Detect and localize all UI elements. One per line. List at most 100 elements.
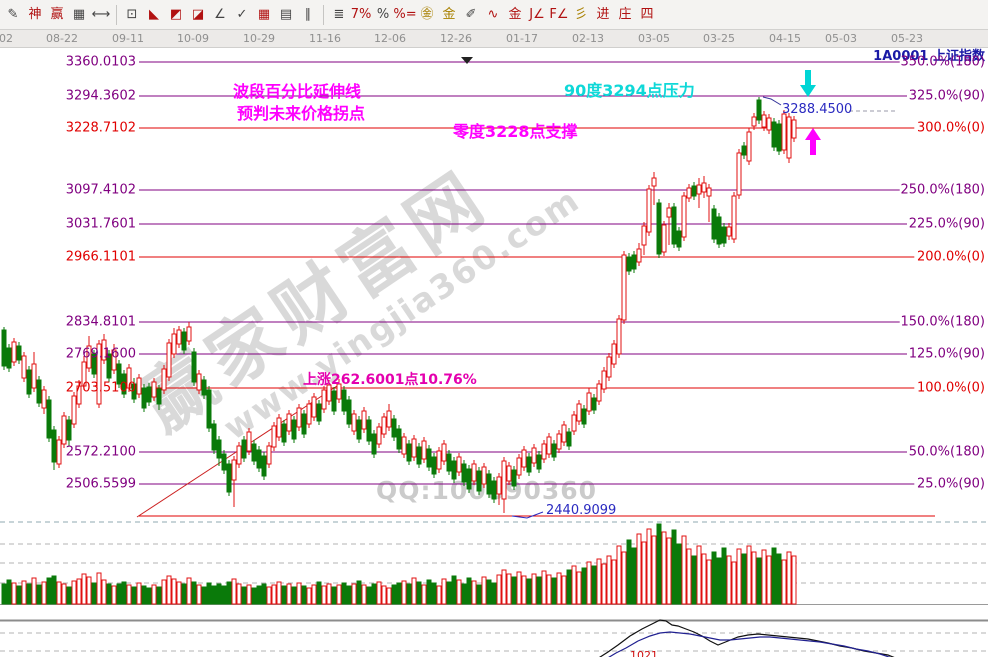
candlestick: [26, 369, 32, 395]
si-line-icon[interactable]: 四: [640, 7, 654, 22]
candlestick: [701, 182, 707, 193]
percent-level-label: 100.0%(0): [917, 380, 985, 396]
volume-bar: [101, 579, 107, 605]
candlestick: [246, 431, 252, 452]
candlestick: [271, 425, 277, 448]
golden-lines-icon[interactable]: 金: [442, 7, 456, 22]
zhuang-line-icon[interactable]: 庄: [618, 7, 632, 22]
golden-section-icon[interactable]: ㊎: [420, 7, 434, 22]
anchor-point-icon[interactable]: ⊡: [126, 7, 138, 22]
volume-bar: [271, 584, 277, 605]
candlestick: [151, 381, 157, 398]
gann-fan-box-icon[interactable]: ◩: [169, 7, 183, 22]
volume-bar: [321, 585, 327, 605]
volume-bar: [686, 548, 692, 605]
volume-bar: [256, 585, 262, 605]
candlestick: [301, 413, 307, 435]
horizontal-measure-icon[interactable]: ⟷: [91, 7, 111, 22]
volume-bar: [456, 579, 462, 605]
candlestick: [31, 363, 37, 389]
price-level-label: 2834.8101: [65, 314, 136, 330]
candlestick: [481, 466, 487, 485]
gann-fan-icon[interactable]: ◣: [149, 7, 159, 22]
f-line-icon[interactable]: F∠: [549, 7, 569, 22]
volume-bar: [481, 576, 487, 605]
volume-bar: [226, 581, 232, 605]
candlestick: [696, 184, 702, 195]
volume-bar: [96, 572, 102, 605]
percent-level-label: 125.0%(90): [908, 346, 985, 362]
peak-pointer-line: [762, 96, 782, 106]
wave-check-icon[interactable]: ✓: [236, 7, 248, 22]
candlestick: [681, 195, 687, 238]
price-level-label: 3097.4102: [65, 182, 136, 198]
candlestick: [716, 216, 722, 245]
candlestick: [111, 349, 117, 371]
shen-brand-icon[interactable]: 神: [28, 7, 42, 22]
grid-shift-icon[interactable]: ▤: [279, 7, 293, 22]
volume-bar: [66, 586, 72, 605]
wave-tool-icon[interactable]: ∿: [487, 7, 499, 22]
volume-bar: [411, 577, 417, 605]
date-tick: 05-23: [891, 32, 923, 45]
grid-columns-icon[interactable]: ▦: [72, 7, 86, 22]
date-tick: 10-09: [177, 32, 209, 45]
volume-bar: [476, 584, 482, 605]
volume-bar: [16, 585, 22, 605]
candlestick: [16, 345, 22, 361]
candlestick: [666, 207, 672, 218]
candlestick: [646, 188, 652, 233]
volume-bar: [41, 581, 47, 605]
candlestick: [616, 318, 622, 355]
volume-bar: [76, 578, 82, 605]
golden-angle-icon[interactable]: 彡: [574, 7, 588, 22]
volume-bar: [716, 557, 722, 605]
j-line-icon[interactable]: J∠: [529, 7, 545, 22]
candlestick: [451, 460, 457, 480]
volume-bar: [426, 579, 432, 605]
volume-bar: [311, 584, 317, 605]
candlestick: [66, 419, 72, 441]
polyline-tool-icon[interactable]: ✎: [7, 7, 19, 22]
volume-bar: [91, 582, 97, 605]
candlestick: [501, 460, 507, 500]
percent-icon[interactable]: %: [376, 7, 390, 22]
volume-bar: [346, 585, 352, 605]
candlestick: [471, 463, 477, 482]
percent-retrace-icon[interactable]: 7%: [350, 7, 372, 22]
gann-grid-icon[interactable]: ▦: [257, 7, 271, 22]
volume-bar: [736, 548, 742, 605]
candlestick: [91, 353, 97, 375]
percent-level-label: 25.0%(90): [917, 476, 985, 492]
price-level-label: 2506.5599: [65, 476, 136, 492]
candlestick: [536, 454, 542, 470]
candlestick: [36, 379, 42, 404]
date-tick: 02: [0, 32, 13, 45]
parallel-channel-icon[interactable]: ∥: [304, 7, 312, 22]
volume-bar: [571, 565, 577, 605]
percent-extension-icon[interactable]: %=: [393, 7, 417, 22]
trend-angle-icon[interactable]: ∠: [214, 7, 226, 22]
golden-box-icon[interactable]: 金: [508, 7, 522, 22]
gann-burst-icon[interactable]: ◪: [191, 7, 205, 22]
volume-bar: [186, 577, 192, 605]
volume-bar: [396, 582, 402, 605]
ying-brand-icon[interactable]: 赢: [50, 7, 64, 22]
volume-bar: [221, 585, 227, 605]
annotate-brush-icon[interactable]: ✐: [465, 7, 477, 22]
candlestick: [361, 410, 367, 430]
candlestick: [561, 424, 567, 443]
candlestick: [156, 388, 162, 405]
candlestick: [46, 399, 52, 439]
jin-line-icon[interactable]: 进: [596, 7, 610, 22]
volume-bar: [781, 559, 787, 605]
volume-bar: [611, 559, 617, 605]
volume-bar: [296, 582, 302, 605]
price-level-label: 2769.1600: [65, 346, 136, 362]
volume-ladder-icon[interactable]: ≣: [333, 7, 345, 22]
volume-bar: [71, 580, 77, 605]
candlestick: [21, 355, 27, 379]
annotation-tool-title-2: 预判未来价格拐点: [237, 104, 366, 123]
volume-bar: [706, 559, 712, 605]
